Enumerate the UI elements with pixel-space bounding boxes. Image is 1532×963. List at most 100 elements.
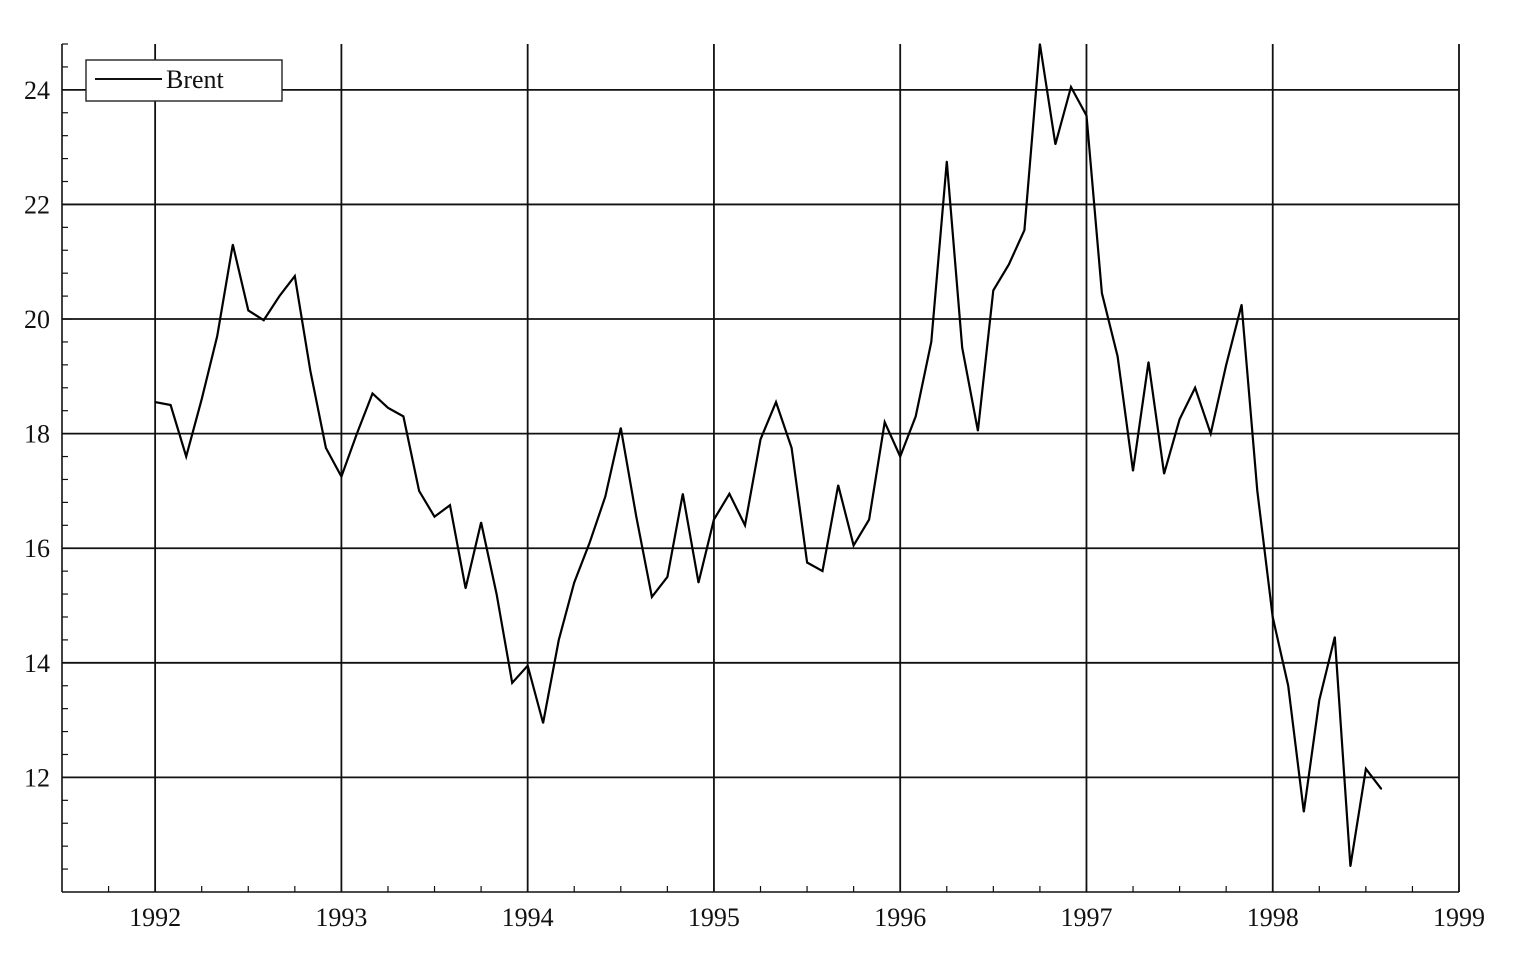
y-tick-label-16: 16 — [24, 534, 50, 563]
series-line-brent — [154, 43, 1383, 867]
data-point — [216, 335, 218, 338]
x-tick-label-1993: 1993 — [315, 903, 367, 932]
data-point — [821, 570, 824, 572]
x-tick-label-1995: 1995 — [688, 903, 740, 932]
data-point — [573, 581, 576, 584]
y-tick-label-18: 18 — [24, 420, 50, 449]
data-point — [200, 398, 203, 401]
data-point — [1318, 699, 1321, 701]
data-point — [1209, 432, 1212, 435]
data-point — [728, 492, 731, 495]
data-point — [542, 722, 544, 724]
data-point — [1085, 114, 1088, 117]
y-tick-label-22: 22 — [24, 190, 50, 219]
data-point — [371, 392, 374, 395]
data-point — [154, 401, 156, 403]
data-point — [744, 524, 746, 527]
x-tick-label-1997: 1997 — [1060, 903, 1112, 932]
data-point — [309, 369, 312, 372]
data-point — [526, 664, 529, 667]
series-layer — [154, 43, 1383, 868]
data-point — [977, 429, 979, 432]
data-point — [247, 309, 250, 312]
data-point — [961, 346, 964, 349]
axes — [61, 43, 1460, 893]
data-point — [1101, 292, 1103, 295]
data-point — [883, 421, 886, 423]
data-point — [1225, 364, 1227, 366]
tick-labels: 1992 1993 1994 1995 1996 1997 1998 1999 12 14 16 18… — [24, 76, 1485, 932]
data-point — [930, 341, 933, 343]
data-point — [837, 484, 839, 486]
y-tick-label-14: 14 — [24, 649, 50, 678]
data-point — [1023, 229, 1026, 232]
data-point — [449, 504, 451, 507]
data-point — [1007, 263, 1010, 266]
data-point — [713, 518, 715, 521]
data-point — [1349, 865, 1352, 868]
data-point — [899, 455, 901, 458]
data-point — [588, 541, 591, 544]
data-point — [356, 432, 358, 435]
data-point — [1132, 470, 1134, 472]
data-point — [992, 289, 995, 292]
data-point — [1240, 303, 1243, 306]
data-point — [697, 581, 700, 584]
grid — [62, 44, 1460, 892]
data-point — [775, 401, 777, 403]
data-point — [1070, 86, 1072, 88]
data-point — [759, 438, 762, 441]
data-point — [262, 319, 265, 321]
x-tick-label-1994: 1994 — [502, 903, 554, 932]
data-point — [790, 447, 793, 449]
data-point — [1365, 768, 1367, 770]
data-point — [1303, 810, 1305, 813]
data-point — [635, 515, 638, 518]
data-point — [557, 639, 560, 641]
x-tick-label-1998: 1998 — [1247, 903, 1299, 932]
data-point — [402, 415, 405, 418]
data-point — [682, 492, 684, 495]
data-point — [914, 415, 917, 418]
x-tick-label-1996: 1996 — [874, 903, 926, 932]
data-point — [620, 427, 622, 429]
data-point — [340, 475, 343, 478]
legend-label-brent: Brent — [166, 65, 225, 94]
data-point — [169, 404, 172, 406]
data-point — [651, 596, 653, 598]
legend-box — [85, 59, 283, 102]
data-point — [511, 682, 514, 684]
data-point — [433, 515, 436, 518]
data-point — [387, 407, 389, 409]
data-point — [495, 593, 498, 595]
data-point — [604, 495, 607, 498]
data-point — [1333, 636, 1336, 638]
x-tick-label-1992: 1992 — [129, 903, 181, 932]
data-point — [666, 576, 669, 578]
y-tick-label-24: 24 — [24, 76, 50, 105]
data-point — [1147, 361, 1150, 363]
data-point — [278, 295, 281, 297]
data-point — [945, 160, 948, 163]
y-tick-label-20: 20 — [24, 305, 50, 334]
data-point — [806, 561, 808, 564]
data-point — [1380, 788, 1383, 790]
data-point — [1054, 143, 1057, 146]
data-point — [1039, 43, 1041, 45]
data-point — [294, 275, 296, 277]
data-point — [480, 521, 482, 524]
data-point — [1194, 386, 1196, 389]
data-point — [418, 490, 420, 492]
data-point — [1116, 355, 1119, 358]
data-point — [1256, 490, 1259, 492]
data-point — [1163, 472, 1165, 475]
x-tick-label-1999: 1999 — [1433, 903, 1485, 932]
data-point — [464, 587, 467, 590]
data-point — [868, 518, 870, 521]
data-point — [325, 447, 327, 449]
y-tick-label-12: 12 — [24, 763, 50, 792]
data-point — [185, 455, 188, 458]
data-point — [1178, 418, 1181, 421]
